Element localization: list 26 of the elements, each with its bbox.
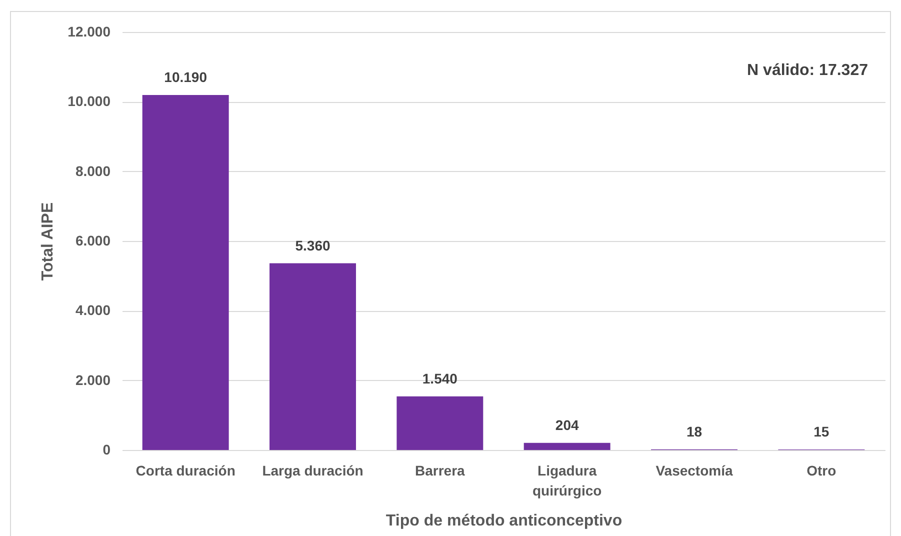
y-tick-label: 12.000	[68, 24, 111, 40]
data-label: 10.190	[164, 69, 208, 86]
y-tick-label: 6.000	[75, 232, 111, 248]
x-tick-label: Barrera	[415, 462, 466, 478]
data-label: 15	[814, 423, 830, 440]
data-label: 1.540	[422, 370, 458, 386]
x-axis-title: Tipo de método anticonceptivo	[386, 512, 622, 530]
bar	[524, 442, 610, 450]
y-tick-label: 4.000	[75, 302, 111, 318]
bar	[270, 263, 356, 450]
bar	[396, 396, 484, 450]
y-tick-label: 2.000	[75, 372, 111, 388]
y-tick-label: 8.000	[75, 162, 111, 179]
data-label: 204	[555, 416, 579, 433]
x-tick-label: Larga duración	[262, 462, 364, 478]
x-tick-label: Ligadura quirúrgico	[532, 462, 602, 498]
y-tick-label: 10.000	[68, 93, 111, 110]
x-tick-label: Vasectomía	[656, 462, 733, 478]
y-axis-title: Total AIPE	[40, 202, 57, 281]
x-tick-label: Otro	[806, 462, 836, 478]
annotation: N válido: 17.327	[747, 62, 868, 79]
data-label: 18	[686, 423, 702, 440]
data-label: 5.360	[295, 237, 330, 254]
x-tick-label: Corta duración	[136, 462, 236, 478]
y-tick-label: 0	[102, 442, 111, 458]
bar	[142, 95, 229, 450]
